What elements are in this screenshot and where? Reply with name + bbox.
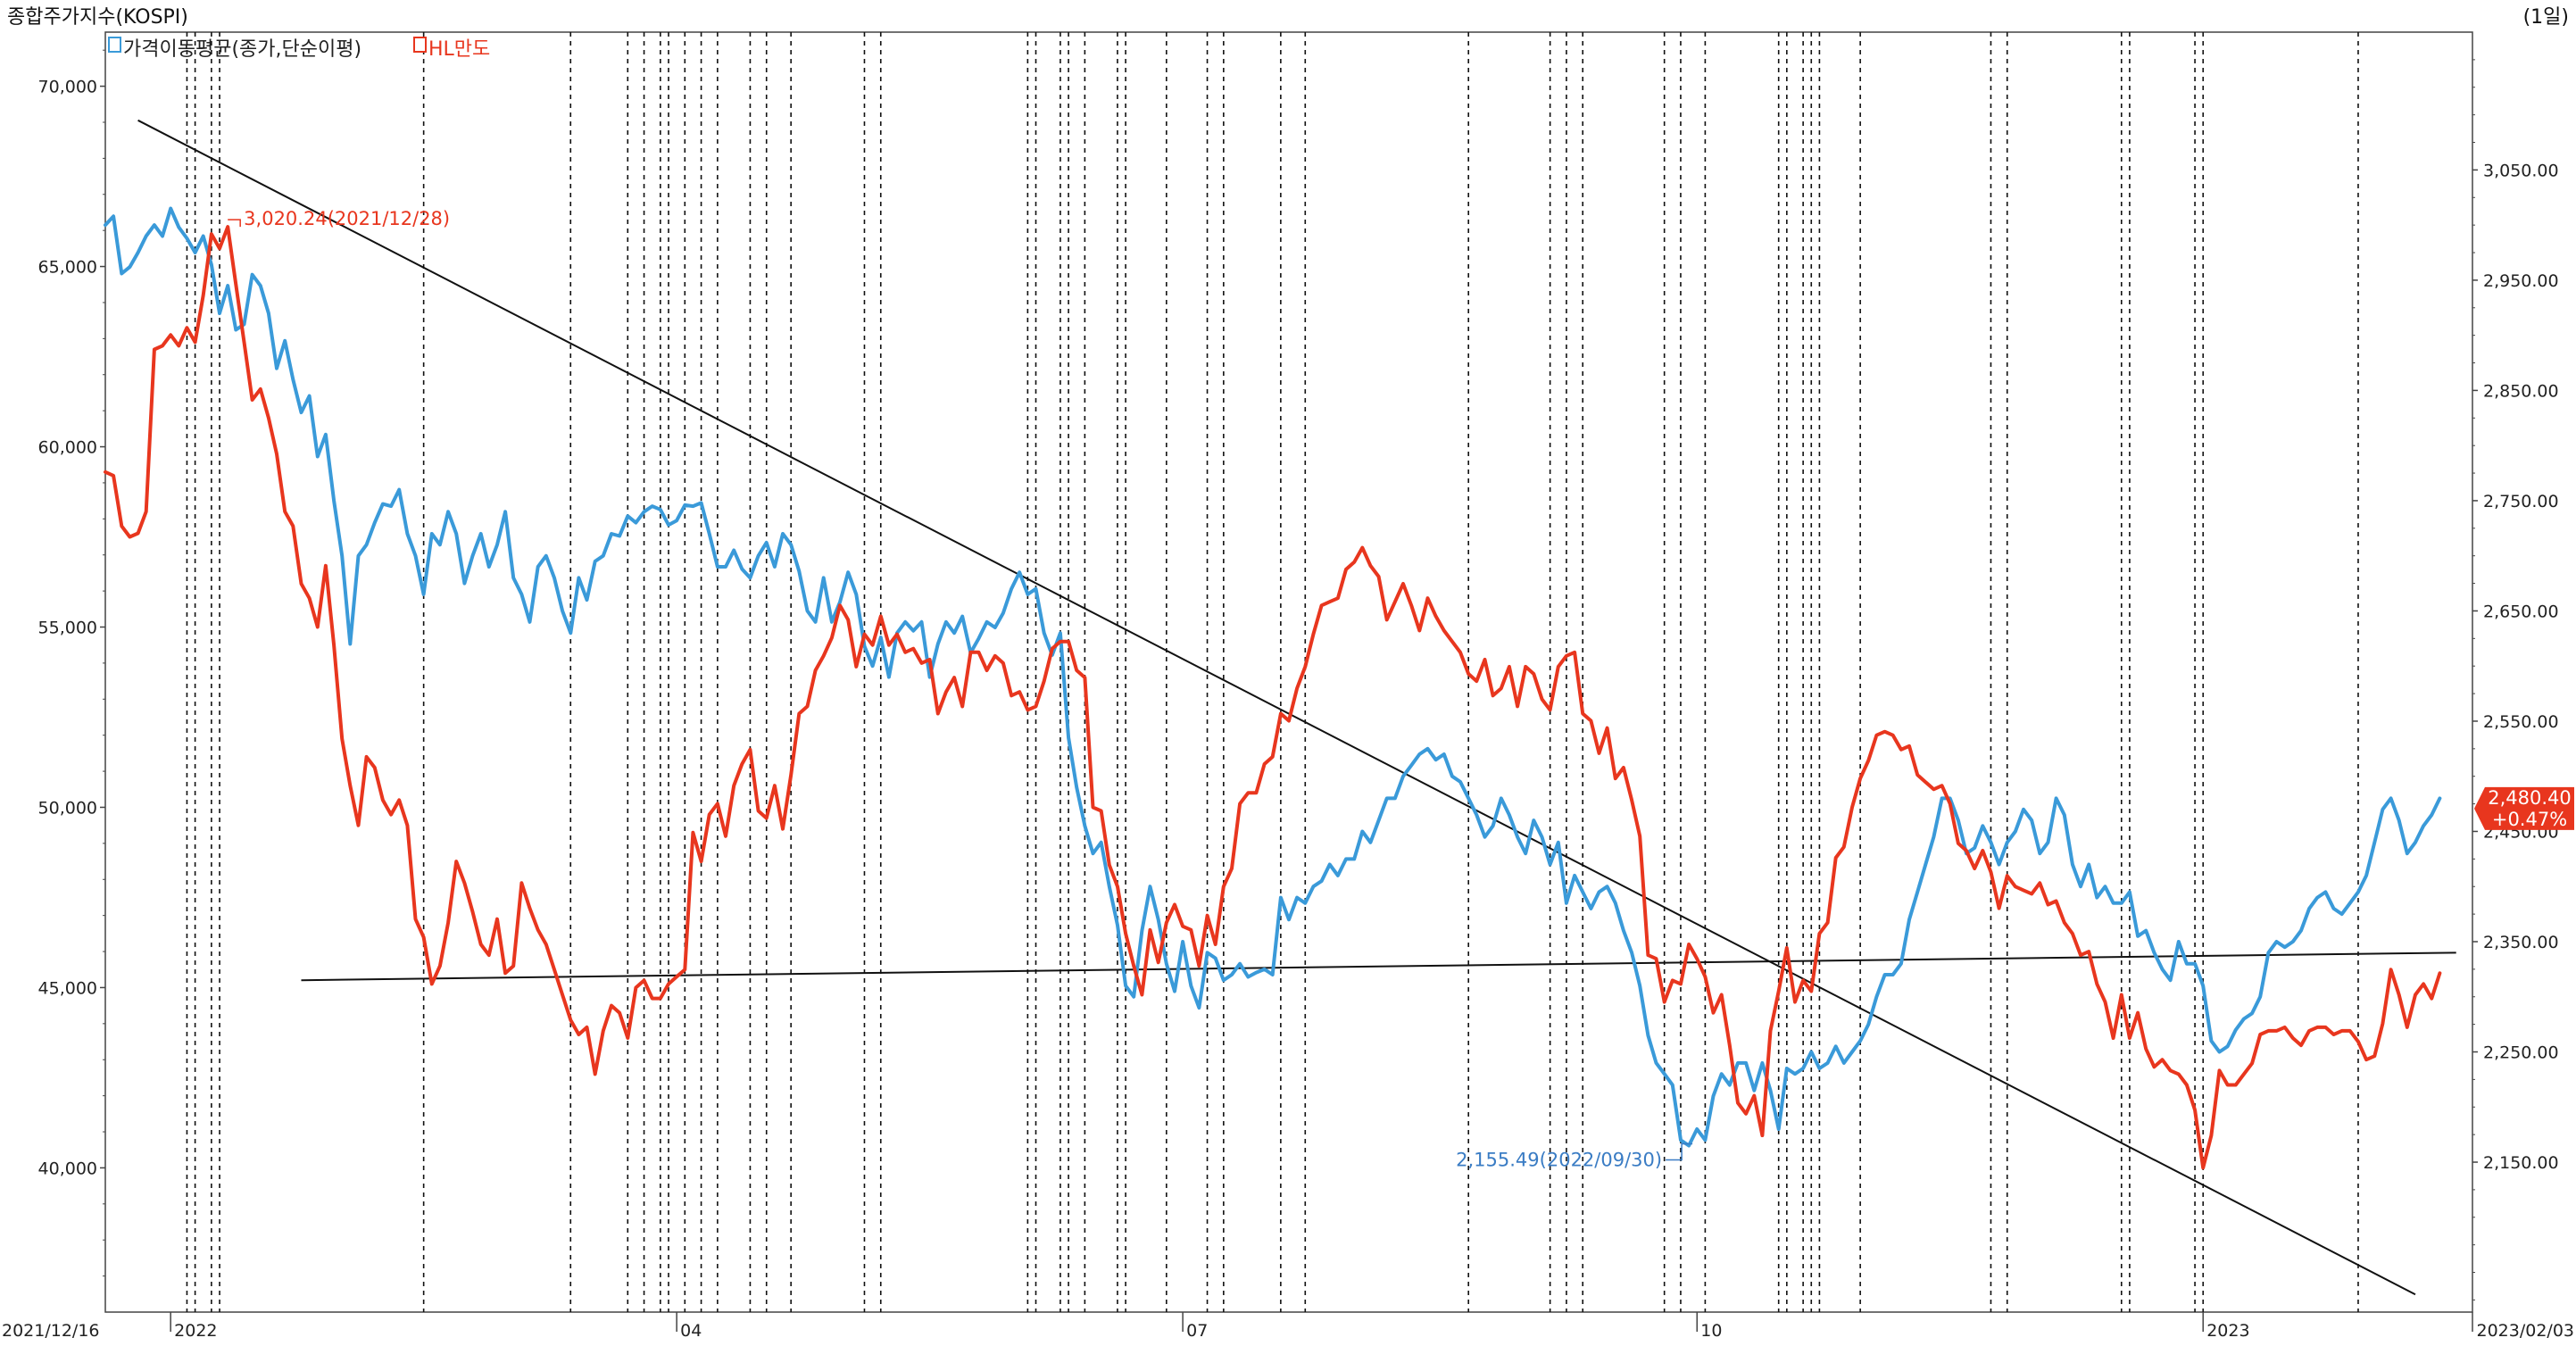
left-tick-label-5: 45,000 <box>38 978 97 998</box>
hl-mando-series-line[interactable] <box>104 225 2442 1170</box>
right-tick-label-1: 2,950.00 <box>2483 271 2559 291</box>
last-value-badge-shape <box>2474 786 2574 830</box>
legend-swatch-price-ma[interactable] <box>108 37 121 53</box>
annotations: 3,020.24(2021/12/28) 2,155.49(2022/09/30… <box>228 208 1693 1170</box>
kospi-series-line[interactable] <box>104 206 2442 1148</box>
left-tick-label-3: 55,000 <box>38 619 97 638</box>
x-tick-label-1: 2022 <box>174 1321 217 1341</box>
left-tick-label-0: 70,000 <box>38 78 97 97</box>
x-tick-label-0: 2021/12/16 <box>2 1321 100 1341</box>
x-tick-label-6: 2023/02/03 <box>2476 1321 2574 1341</box>
left-tick-label-4: 50,000 <box>38 798 97 818</box>
trendline-0[interactable] <box>137 119 2416 1296</box>
left-tick-label-2: 60,000 <box>38 438 97 458</box>
x-tick-label-4: 10 <box>1700 1321 1722 1341</box>
right-tick-label-9: 2,150.00 <box>2483 1153 2559 1173</box>
right-tick-label-5: 2,550.00 <box>2483 712 2559 732</box>
chart-title: 종합주가지수(KOSPI) <box>7 6 188 29</box>
left-tick-label-1: 65,000 <box>38 258 97 278</box>
left-y-axis: 70,000 65,000 60,000 55,000 50,000 45,000 40,0… <box>38 49 105 1277</box>
left-tick-label-6: 40,000 <box>38 1159 97 1178</box>
series-lines <box>104 206 2442 1170</box>
legend-item-price-ma[interactable]: 가격이동평균(종가,단순이평) <box>123 38 361 61</box>
right-tick-label-0: 3,050.00 <box>2483 161 2559 180</box>
kospi-low-leader <box>1666 1142 1693 1161</box>
right-tick-label-8: 2,250.00 <box>2483 1043 2559 1063</box>
trendlines <box>137 119 2456 1296</box>
right-tick-label-7: 2,350.00 <box>2483 933 2559 952</box>
hl-high-annotation: 3,020.24(2021/12/28) <box>244 208 450 229</box>
right-y-axis: 3,050.00 2,950.00 2,850.00 2,750.00 2,650.00… <box>2472 59 2559 1300</box>
hl-high-leader <box>228 219 241 228</box>
event-lines <box>186 32 2359 1312</box>
plot-frame <box>104 31 2473 1313</box>
x-tick-label-2: 04 <box>680 1321 702 1341</box>
x-axis: 2021/12/16 2022 04 07 10 2023 2023/02/03 <box>2 1312 2574 1341</box>
period-label: (1일) <box>2523 6 2569 29</box>
x-tick-label-3: 07 <box>1186 1321 1208 1341</box>
legend: 가격이동평균(종가,단순이평) HL만도 <box>108 37 490 61</box>
kospi-low-annotation: 2,155.49(2022/09/30) <box>1456 1149 1662 1170</box>
x-tick-label-5: 2023 <box>2206 1321 2249 1341</box>
legend-item-hl-mando[interactable]: HL만도 <box>428 38 490 61</box>
right-tick-label-3: 2,750.00 <box>2483 492 2559 511</box>
last-value-badge: 2,480.40 +0.47% <box>2474 786 2574 830</box>
right-tick-label-2: 2,850.00 <box>2483 381 2559 401</box>
trendline-1[interactable] <box>301 951 2456 982</box>
legend-swatch-hl-mando[interactable] <box>413 37 427 53</box>
last-value-price: 2,480.40 <box>2488 787 2572 809</box>
last-value-change: +0.47% <box>2492 809 2567 830</box>
right-tick-label-4: 2,650.00 <box>2483 602 2559 621</box>
